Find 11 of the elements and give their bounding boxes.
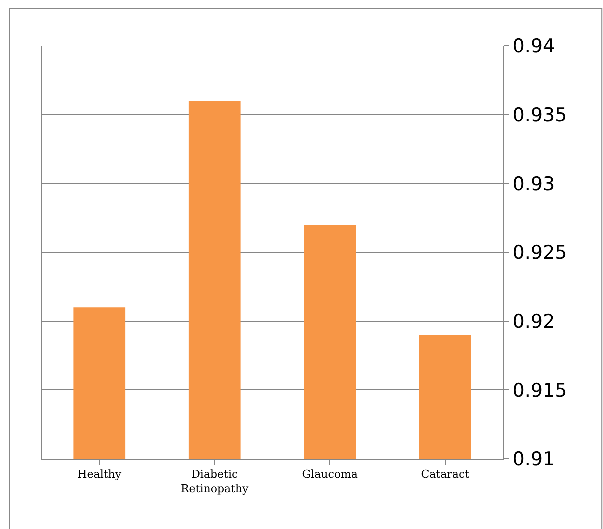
x-tick-label: Diabetic Retinopathy [180,468,250,496]
y-tick-label: 0.94 [512,36,556,58]
y-tick-label: 0.925 [512,242,568,264]
y-tick-label: 0.915 [512,380,568,402]
y-tick-label: 0.91 [512,448,556,471]
x-tick-label: Cataract [421,468,470,482]
y-tick-label: 0.93 [512,173,556,196]
y-tick-label: 0.935 [512,104,568,126]
x-tick-label: Glaucoma [302,468,358,482]
y-tick-label: 0.92 [512,310,556,333]
x-tick-label: Healthy [78,468,122,482]
